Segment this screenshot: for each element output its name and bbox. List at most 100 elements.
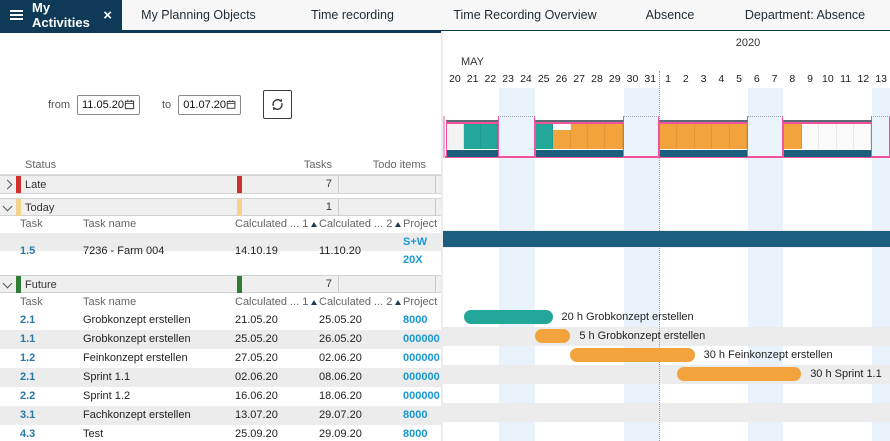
gantt-bar[interactable] bbox=[443, 231, 890, 247]
summary-weekend-box bbox=[871, 116, 890, 158]
date-filter: from 11.05.20 to 01.07.20 bbox=[0, 90, 441, 119]
task-id-link[interactable]: 2.1 bbox=[20, 371, 36, 383]
day-label: 28 bbox=[591, 73, 603, 85]
status-color-bar bbox=[16, 199, 21, 216]
task-panel: from 11.05.20 to 01.07.20 Status Tasks T… bbox=[0, 33, 441, 441]
column-calculated-1[interactable]: Calculated ... 1 bbox=[235, 293, 319, 311]
table-row[interactable]: 1.1 Grobkonzept erstellen 25.05.20 26.05… bbox=[0, 330, 441, 349]
column-project: Project bbox=[403, 296, 438, 308]
column-calculated-2[interactable]: Calculated ... 2 bbox=[319, 216, 403, 233]
group-label: Today bbox=[25, 201, 55, 214]
project-link[interactable]: 8000 bbox=[403, 409, 428, 421]
tab-my-planning-objects[interactable]: My Planning Objects bbox=[141, 8, 256, 22]
day-label: 27 bbox=[573, 73, 586, 85]
tab-my-activities[interactable]: My Activities × bbox=[0, 0, 122, 30]
tab-department-absence[interactable]: Department: Absence bbox=[744, 8, 866, 22]
project-link[interactable]: S+W 20X bbox=[403, 236, 428, 266]
project-link[interactable]: 8000 bbox=[403, 428, 428, 440]
group-row-late[interactable]: Late 7 bbox=[0, 175, 441, 194]
summary-cell bbox=[694, 124, 713, 149]
summary-cell bbox=[801, 124, 820, 149]
project-link[interactable]: 000000 bbox=[403, 333, 440, 345]
table-row[interactable]: 2.2 Sprint 1.2 16.06.20 18.06.20 000000 bbox=[0, 387, 441, 406]
gantt-bar[interactable] bbox=[570, 348, 695, 362]
column-project: Project bbox=[403, 218, 438, 230]
task-id-link[interactable]: 1.1 bbox=[20, 333, 36, 345]
table-row[interactable]: 1.2 Feinkonzept erstellen 27.05.20 02.06… bbox=[0, 349, 441, 368]
task-name: Test bbox=[83, 428, 104, 440]
summary-cell bbox=[853, 124, 872, 149]
tab-bar: My Activities × My Planning Objects Time… bbox=[0, 0, 890, 30]
menu-icon[interactable] bbox=[10, 10, 23, 20]
group-row-today[interactable]: Today 1 bbox=[0, 198, 441, 216]
day-label: 23 bbox=[502, 73, 514, 85]
table-row[interactable]: 2.1 Grobkonzept erstellen 21.05.20 25.05… bbox=[0, 311, 441, 330]
project-link[interactable]: 000000 bbox=[403, 371, 440, 383]
gantt-bar[interactable] bbox=[534, 329, 571, 343]
summary-cell bbox=[836, 124, 854, 149]
table-header: Status Tasks Todo items bbox=[0, 157, 441, 175]
day-label: 20 bbox=[449, 73, 461, 85]
group-todo-cell bbox=[338, 176, 436, 193]
summary-strip bbox=[447, 150, 499, 157]
tab-time-recording[interactable]: Time recording bbox=[311, 8, 394, 22]
gantt-bar[interactable] bbox=[676, 367, 802, 381]
calc-date-1: 21.05.20 bbox=[235, 314, 278, 326]
summary-cell bbox=[535, 124, 554, 149]
summary-segment bbox=[783, 120, 873, 158]
project-link[interactable]: 000000 bbox=[403, 390, 440, 402]
summary-segment bbox=[659, 120, 748, 158]
weekend-stripe bbox=[499, 88, 518, 441]
chevron-right-icon[interactable] bbox=[2, 179, 13, 190]
summary-cell bbox=[481, 124, 499, 149]
tab-time-recording-overview[interactable]: Time Recording Overview bbox=[453, 8, 597, 22]
column-status: Status bbox=[25, 159, 57, 171]
day-label: 5 bbox=[736, 73, 742, 85]
close-tab-icon[interactable]: × bbox=[103, 6, 112, 24]
gantt-bar[interactable] bbox=[463, 310, 553, 324]
day-label: 3 bbox=[700, 73, 707, 85]
table-row[interactable]: 4.3 Test 25.09.20 29.09.20 8000 bbox=[0, 425, 441, 441]
group-row-future[interactable]: Future 7 bbox=[0, 275, 441, 293]
chevron-down-icon[interactable] bbox=[2, 201, 13, 211]
task-id-link[interactable]: 1.5 bbox=[20, 245, 36, 257]
calc-date-1: 16.06.20 bbox=[235, 390, 278, 402]
status-color-bar bbox=[16, 176, 21, 193]
month-separator-line bbox=[659, 71, 661, 441]
column-calculated-1[interactable]: Calculated ... 1 bbox=[235, 216, 319, 233]
task-name: Grobkonzept erstellen bbox=[83, 314, 191, 326]
task-id-link[interactable]: 1.2 bbox=[20, 352, 36, 364]
from-date-input[interactable]: 11.05.20 bbox=[77, 94, 140, 115]
panel-splitter[interactable] bbox=[441, 31, 443, 441]
task-id-link[interactable]: 4.3 bbox=[20, 428, 36, 440]
summary-weekend-box bbox=[622, 116, 660, 158]
timeline-year: 2020 bbox=[735, 37, 761, 49]
summary-strip bbox=[660, 150, 747, 157]
task-id-link[interactable]: 2.2 bbox=[20, 390, 36, 402]
gantt-panel: 2020 MAY 20 21 22 23 24 25 26 27 28 29 30 31 1 2 3 4 5 6 7… bbox=[443, 31, 890, 441]
table-row[interactable]: 3.1 Fachkonzept erstellen 13.07.20 29.07… bbox=[0, 406, 441, 425]
project-link[interactable]: 000000 bbox=[403, 352, 440, 364]
summary-segment bbox=[446, 120, 500, 158]
task-id-link[interactable]: 2.1 bbox=[20, 314, 36, 326]
summary-strip bbox=[535, 150, 623, 157]
tab-absence[interactable]: Absence bbox=[645, 8, 695, 22]
task-id-link[interactable]: 3.1 bbox=[20, 409, 36, 421]
day-label: 26 bbox=[555, 73, 568, 85]
refresh-button[interactable] bbox=[263, 90, 293, 119]
group-task-count: 7 bbox=[325, 278, 332, 290]
table-row[interactable]: 1.5 7236 - Farm 004 14.10.19 11.10.20 S+… bbox=[0, 233, 441, 266]
gantt-bar-label: 30 h Sprint 1.1 bbox=[810, 368, 882, 380]
column-calculated-2[interactable]: Calculated ... 2 bbox=[319, 293, 403, 311]
to-date-input[interactable]: 01.07.20 bbox=[178, 94, 242, 115]
task-name: Fachkonzept erstellen bbox=[83, 409, 191, 421]
refresh-icon bbox=[272, 98, 283, 111]
project-link[interactable]: 8000 bbox=[403, 314, 428, 326]
day-label: 10 bbox=[821, 73, 834, 85]
chevron-down-icon[interactable] bbox=[2, 278, 13, 288]
table-row[interactable]: 2.1 Sprint 1.1 02.06.20 08.06.20 000000 bbox=[0, 368, 441, 387]
weekend-stripe bbox=[765, 88, 784, 441]
column-todo-items: Todo items bbox=[372, 159, 426, 171]
column-task-name: Task name bbox=[83, 296, 137, 308]
